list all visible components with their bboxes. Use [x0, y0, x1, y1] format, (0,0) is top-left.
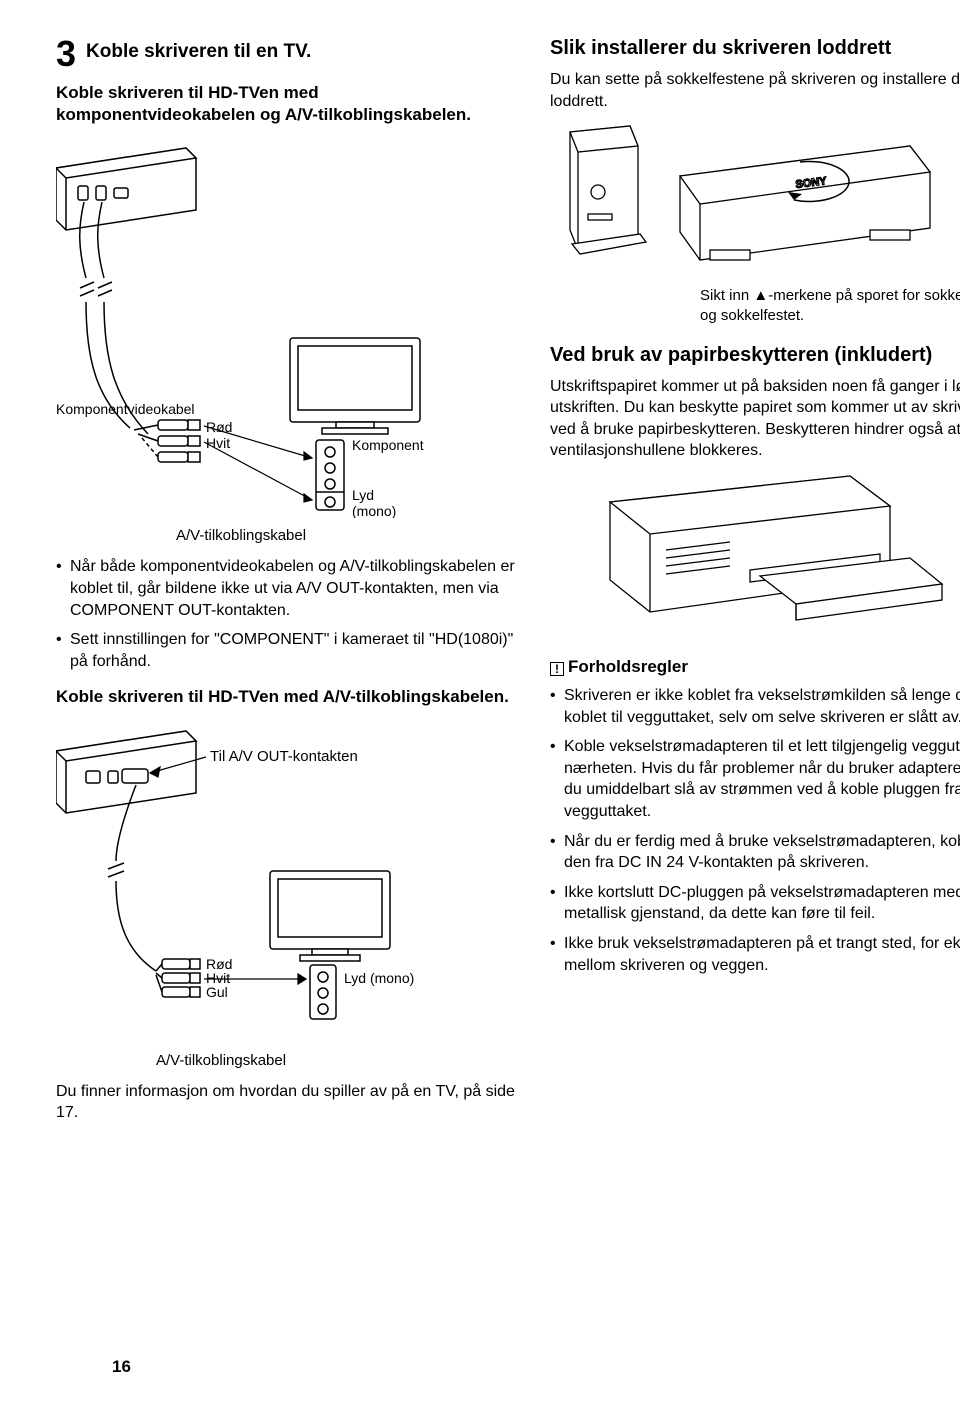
left-column: 3 Koble skriveren til en TV. Koble skriv… — [56, 36, 522, 1134]
diagram2-av-label: A/V-tilkoblingskabel — [56, 1051, 522, 1071]
svg-text:Til A/V OUT-kontakten: Til A/V OUT-kontakten — [210, 748, 358, 765]
svg-text:Lyd (mono): Lyd (mono) — [344, 970, 414, 986]
install-heading: Slik installerer du skriveren loddrett — [550, 36, 960, 61]
notes-list-1: Når både komponentvideokabelen og A/V-ti… — [56, 556, 522, 672]
diagram1-av-label: A/V-tilkoblingskabel — [56, 526, 522, 546]
section2-heading: Koble skriveren til HD-TVen med A/V-tilk… — [56, 686, 522, 708]
svg-text:Hvit: Hvit — [206, 435, 230, 451]
svg-text:Lyd: Lyd — [352, 487, 374, 503]
step-title: Koble skriveren til en TV. — [86, 36, 311, 64]
page-number: 16 — [112, 1356, 131, 1379]
step-number: 3 — [56, 36, 76, 72]
sikt-note: Sikt inn ▲-merkene på sporet for sokkelf… — [550, 286, 960, 327]
diagram-av-connection: Til A/V OUT-kontakten Rød Hvit — [56, 721, 522, 1041]
step-subtitle: Koble skriveren til HD-TVen med komponen… — [56, 82, 522, 126]
diagram-component-connection: Komponent Lyd (mono) Komponentvideokabel… — [56, 138, 522, 518]
right-column: Slik installerer du skriveren loddrett D… — [550, 36, 960, 1134]
svg-text:(mono): (mono) — [352, 503, 396, 518]
warning-icon: ! — [550, 662, 564, 676]
paper-protector-heading: Ved bruk av papirbeskytteren (inkludert) — [550, 343, 960, 368]
forholdsregler-list: Skriveren er ikke koblet fra vekselstrøm… — [550, 685, 960, 976]
diagram-pedestal: SONY — [550, 122, 960, 272]
list-item: Ikke bruk vekselstrømadapteren på et tra… — [550, 933, 960, 976]
list-item: Når du er ferdig med å bruke vekselstrøm… — [550, 831, 960, 874]
list-item: Sett innstillingen for "COMPONENT" i kam… — [56, 629, 522, 672]
svg-text:Komponentvideokabel: Komponentvideokabel — [56, 401, 195, 417]
svg-text:Gul: Gul — [206, 984, 228, 1000]
install-text: Du kan sette på sokkelfestene på skriver… — [550, 69, 960, 112]
step-header: 3 Koble skriveren til en TV. — [56, 36, 522, 72]
list-item: Ikke kortslutt DC-pluggen på vekselstrøm… — [550, 882, 960, 925]
forholdsregler-heading: !Forholdsregler — [550, 656, 960, 679]
svg-text:Rød: Rød — [206, 419, 232, 435]
label-komponent: Komponent — [352, 437, 424, 453]
list-item: Når både komponentvideokabelen og A/V-ti… — [56, 556, 522, 621]
list-item: Skriveren er ikke koblet fra vekselstrøm… — [550, 685, 960, 728]
list-item: Koble vekselstrømadapteren til et lett t… — [550, 736, 960, 822]
section2-footer: Du finner informasjon om hvordan du spil… — [56, 1081, 522, 1124]
diagram-paper-protector — [550, 472, 960, 642]
paper-protector-text: Utskriftspapiret kommer ut på baksiden n… — [550, 376, 960, 462]
